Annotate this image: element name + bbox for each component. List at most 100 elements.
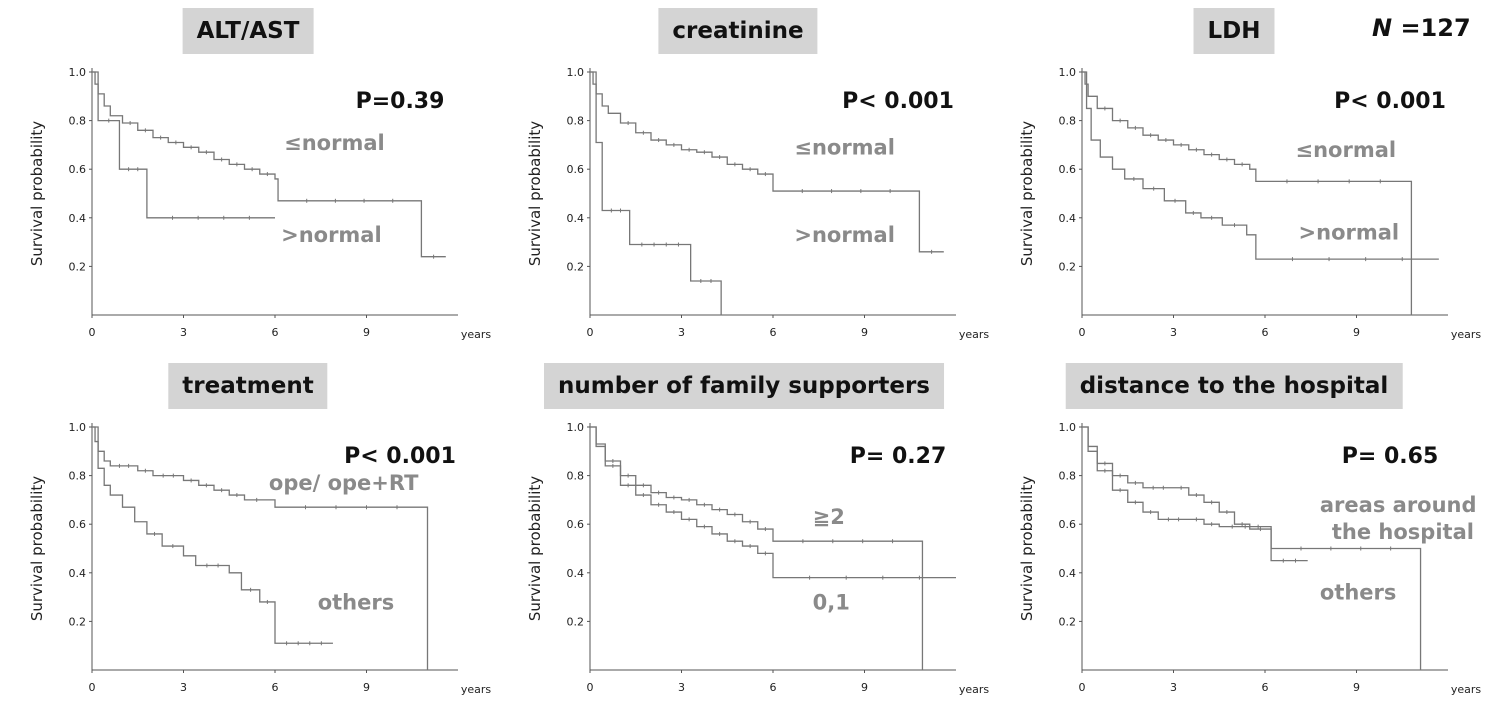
y-tick-label: 1.0 [567, 66, 585, 79]
sample-size-label: N =127 [1372, 14, 1471, 42]
y-tick-label: 0.8 [1059, 470, 1077, 483]
x-tick-label: 3 [1170, 326, 1177, 339]
x-tick-label: 6 [272, 326, 279, 339]
series-label-line: areas around [1320, 493, 1477, 517]
y-axis-label: Survival probability [28, 476, 46, 621]
series-label: others [318, 590, 395, 614]
x-tick-label: 9 [363, 681, 370, 694]
series-label: >normal [1299, 221, 1400, 245]
y-axis-label: Survival probability [1018, 121, 1036, 266]
x-tick-label: 0 [89, 326, 96, 339]
y-tick-label: 0.6 [69, 163, 87, 176]
series-label: ≤normal [284, 131, 385, 155]
x-tick-label: 0 [1079, 326, 1086, 339]
sample-size-symbol: N [1372, 14, 1393, 42]
x-tick-label: 0 [89, 681, 96, 694]
x-axis-label: years [959, 683, 990, 696]
x-tick-label: 0 [587, 326, 594, 339]
x-axis-label: years [1451, 683, 1482, 696]
x-tick-label: 9 [861, 681, 868, 694]
series-label: 0,1 [813, 590, 850, 614]
x-tick-label: 9 [363, 326, 370, 339]
survival-curve [590, 71, 944, 253]
x-tick-label: 3 [1170, 681, 1177, 694]
y-tick-label: 1.0 [1059, 421, 1077, 434]
km-panel: number of family supporters 0.2 0.4 0.6 0.8 1… [498, 355, 996, 710]
y-tick-label: 1.0 [69, 421, 87, 434]
x-tick-label: 6 [770, 326, 777, 339]
series-label: >normal [794, 223, 895, 247]
y-tick-label: 0.6 [69, 518, 87, 531]
panel-title: treatment [168, 363, 328, 409]
y-tick-label: 0.4 [69, 212, 87, 225]
y-axis-label: Survival probability [1018, 476, 1036, 621]
y-axis-label: Survival probability [28, 121, 46, 266]
x-tick-label: 6 [272, 681, 279, 694]
y-tick-label: 0.2 [567, 615, 585, 628]
x-tick-label: 9 [861, 326, 868, 339]
km-plot: 0.2 0.4 0.6 0.8 1.0 0 3 6 9 years Survival probabi… [526, 421, 990, 696]
km-plot: 0.2 0.4 0.6 0.8 1.0 0 3 6 9 years Survival probabi… [526, 66, 990, 341]
y-tick-label: 1.0 [567, 421, 585, 434]
survival-curve [92, 71, 275, 219]
y-tick-label: 0.2 [567, 260, 585, 273]
sample-size-value: =127 [1392, 14, 1471, 42]
y-axis-label: Survival probability [526, 121, 544, 266]
p-value-label: P< 0.001 [842, 89, 954, 114]
y-tick-label: 0.6 [1059, 163, 1077, 176]
x-tick-label: 6 [1262, 681, 1269, 694]
p-value-label: P< 0.001 [1334, 89, 1446, 114]
x-axis-label: years [461, 328, 492, 341]
y-tick-label: 0.8 [69, 470, 87, 483]
y-tick-label: 0.6 [567, 518, 585, 531]
panel-title: creatinine [658, 8, 818, 54]
km-panel: distance to the hospital 0.2 0.4 0.6 0.8 1.0 0… [990, 355, 1488, 710]
survival-curve [1082, 426, 1422, 670]
p-value-label: P= 0.27 [850, 444, 947, 469]
series-label: others [1320, 581, 1397, 605]
x-tick-label: 3 [678, 326, 685, 339]
y-tick-label: 0.8 [1059, 115, 1077, 128]
panel-title: LDH [1193, 8, 1275, 54]
series-label: ≤normal [1296, 138, 1397, 162]
y-axis-label: Survival probability [526, 476, 544, 621]
p-value-label: P=0.39 [356, 89, 445, 114]
series-label: ≧2 [813, 505, 845, 529]
x-axis-label: years [959, 328, 990, 341]
series-label: ope/ ope+RT [269, 471, 419, 495]
km-plot: 0.2 0.4 0.6 0.8 1.0 0 3 6 9 years Survival probabi… [28, 421, 492, 696]
y-tick-label: 0.2 [69, 260, 87, 273]
survival-curve [92, 426, 333, 644]
y-tick-label: 0.2 [69, 615, 87, 628]
series-label: areas around the hospital [1320, 493, 1477, 544]
y-tick-label: 0.6 [567, 163, 585, 176]
survival-curve [1082, 71, 1413, 315]
x-tick-label: 0 [1079, 681, 1086, 694]
series-label-line: the hospital [1332, 520, 1474, 544]
y-tick-label: 0.4 [69, 567, 87, 580]
survival-curve [92, 71, 446, 258]
km-panel: creatinine 0.2 0.4 0.6 0.8 1.0 0 3 6 9 years Surviv… [498, 0, 996, 355]
x-tick-label: 9 [1353, 326, 1360, 339]
y-tick-label: 0.4 [567, 212, 585, 225]
x-axis-label: years [1451, 328, 1482, 341]
y-tick-label: 0.4 [1059, 212, 1077, 225]
km-panel: treatment 0.2 0.4 0.6 0.8 1.0 0 3 6 9 years Surviva… [0, 355, 498, 710]
km-panel: ALT/AST 0.2 0.4 0.6 0.8 1.0 0 3 6 9 years Survival … [0, 0, 498, 355]
y-tick-label: 0.4 [567, 567, 585, 580]
y-tick-label: 0.8 [567, 115, 585, 128]
km-plot: 0.2 0.4 0.6 0.8 1.0 0 3 6 9 years Survival probabi… [1018, 66, 1482, 341]
panel-title: number of family supporters [544, 363, 944, 409]
y-tick-label: 0.2 [1059, 260, 1077, 273]
p-value-label: P= 0.65 [1342, 444, 1439, 469]
x-axis-label: years [461, 683, 492, 696]
x-tick-label: 3 [180, 681, 187, 694]
y-tick-label: 1.0 [69, 66, 87, 79]
p-value-label: P< 0.001 [344, 444, 456, 469]
x-tick-label: 6 [770, 681, 777, 694]
panel-title: distance to the hospital [1065, 363, 1403, 409]
x-tick-label: 3 [180, 326, 187, 339]
series-label: ≤normal [794, 136, 895, 160]
x-tick-label: 6 [1262, 326, 1269, 339]
